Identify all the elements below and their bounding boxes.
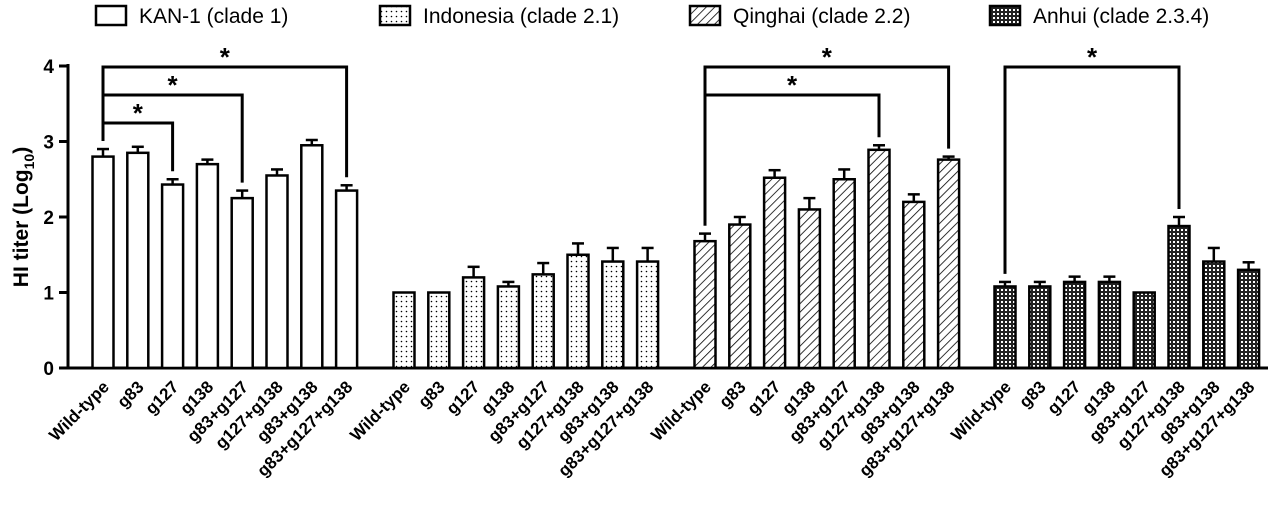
significance-bracket [101, 65, 349, 178]
bar [1132, 291, 1156, 370]
bar [728, 223, 752, 370]
bar [392, 291, 416, 370]
category-label: Wild-type [647, 377, 714, 444]
bar [1062, 280, 1087, 370]
legend-label-2: Indonesia (clade 2.1) [423, 5, 619, 28]
significance-star: * [1087, 42, 1098, 72]
y-axis-label: HI titer (Log10) [10, 147, 37, 287]
bar [1202, 260, 1226, 370]
bar-group-2 [392, 242, 660, 370]
legend-label-3: Qinghai (clade 2.2) [733, 5, 910, 28]
category-label: g127 [744, 377, 785, 418]
category-label: g127 [443, 377, 484, 418]
bar-group-3 [693, 144, 961, 370]
bar [160, 183, 185, 370]
bar [693, 239, 717, 370]
bar [531, 273, 555, 370]
bar [635, 260, 660, 370]
category-label: g127 [142, 377, 183, 418]
bar [1236, 268, 1261, 370]
bar [1097, 280, 1122, 370]
bar [902, 200, 926, 370]
bar [334, 189, 359, 370]
category-label: g127 [1044, 377, 1085, 418]
significance-star: * [822, 42, 833, 72]
legend-label-1: KAN-1 (clade 1) [139, 5, 288, 28]
bar [300, 144, 324, 370]
bar [461, 276, 486, 370]
bar [126, 151, 150, 370]
bar-group-1 [91, 138, 359, 370]
significance-star: * [787, 70, 798, 100]
legend-swatch-2 [378, 4, 412, 27]
category-label: Wild-type [346, 377, 413, 444]
bars [91, 138, 1261, 370]
bar [1167, 224, 1191, 370]
significance-star: * [133, 98, 144, 128]
significance-star: * [220, 42, 231, 72]
y-tick-label: 0 [43, 359, 54, 380]
bar [566, 253, 590, 370]
significance-star: * [168, 70, 179, 100]
bar [496, 285, 521, 370]
legend: KAN-1 (clade 1) Indonesia (clade 2.1) Qing… [94, 4, 1209, 28]
bar [265, 174, 289, 370]
significance-bracket [1003, 65, 1181, 274]
legend-swatch-1 [94, 4, 128, 27]
y-tick-label: 1 [43, 284, 54, 305]
category-label: Wild-type [45, 377, 112, 444]
bar-group-4 [993, 215, 1261, 370]
bar [797, 208, 822, 370]
bar [867, 148, 891, 370]
bar [427, 291, 451, 370]
significance-bracket [703, 65, 951, 226]
bar [1028, 285, 1052, 370]
y-tick-label: 4 [43, 57, 54, 78]
bar [91, 155, 115, 370]
legend-label-4: Anhui (clade 2.3.4) [1033, 5, 1209, 28]
bar [993, 285, 1017, 370]
category-labels: Wild-type g83g127g138g83+g127g127+g138g83… [45, 377, 1258, 480]
category-label: Wild-type [947, 377, 1014, 444]
bar [762, 176, 787, 370]
significance-brackets: * * * * * * [101, 42, 1181, 274]
legend-swatch-3 [688, 4, 722, 27]
bar [832, 178, 856, 370]
y-tick-label: 3 [43, 133, 54, 154]
bar [936, 158, 961, 370]
legend-swatch-4 [988, 4, 1022, 27]
bar [230, 196, 254, 370]
y-tick-label: 2 [43, 208, 54, 229]
bar [195, 162, 220, 370]
bar [601, 260, 625, 370]
